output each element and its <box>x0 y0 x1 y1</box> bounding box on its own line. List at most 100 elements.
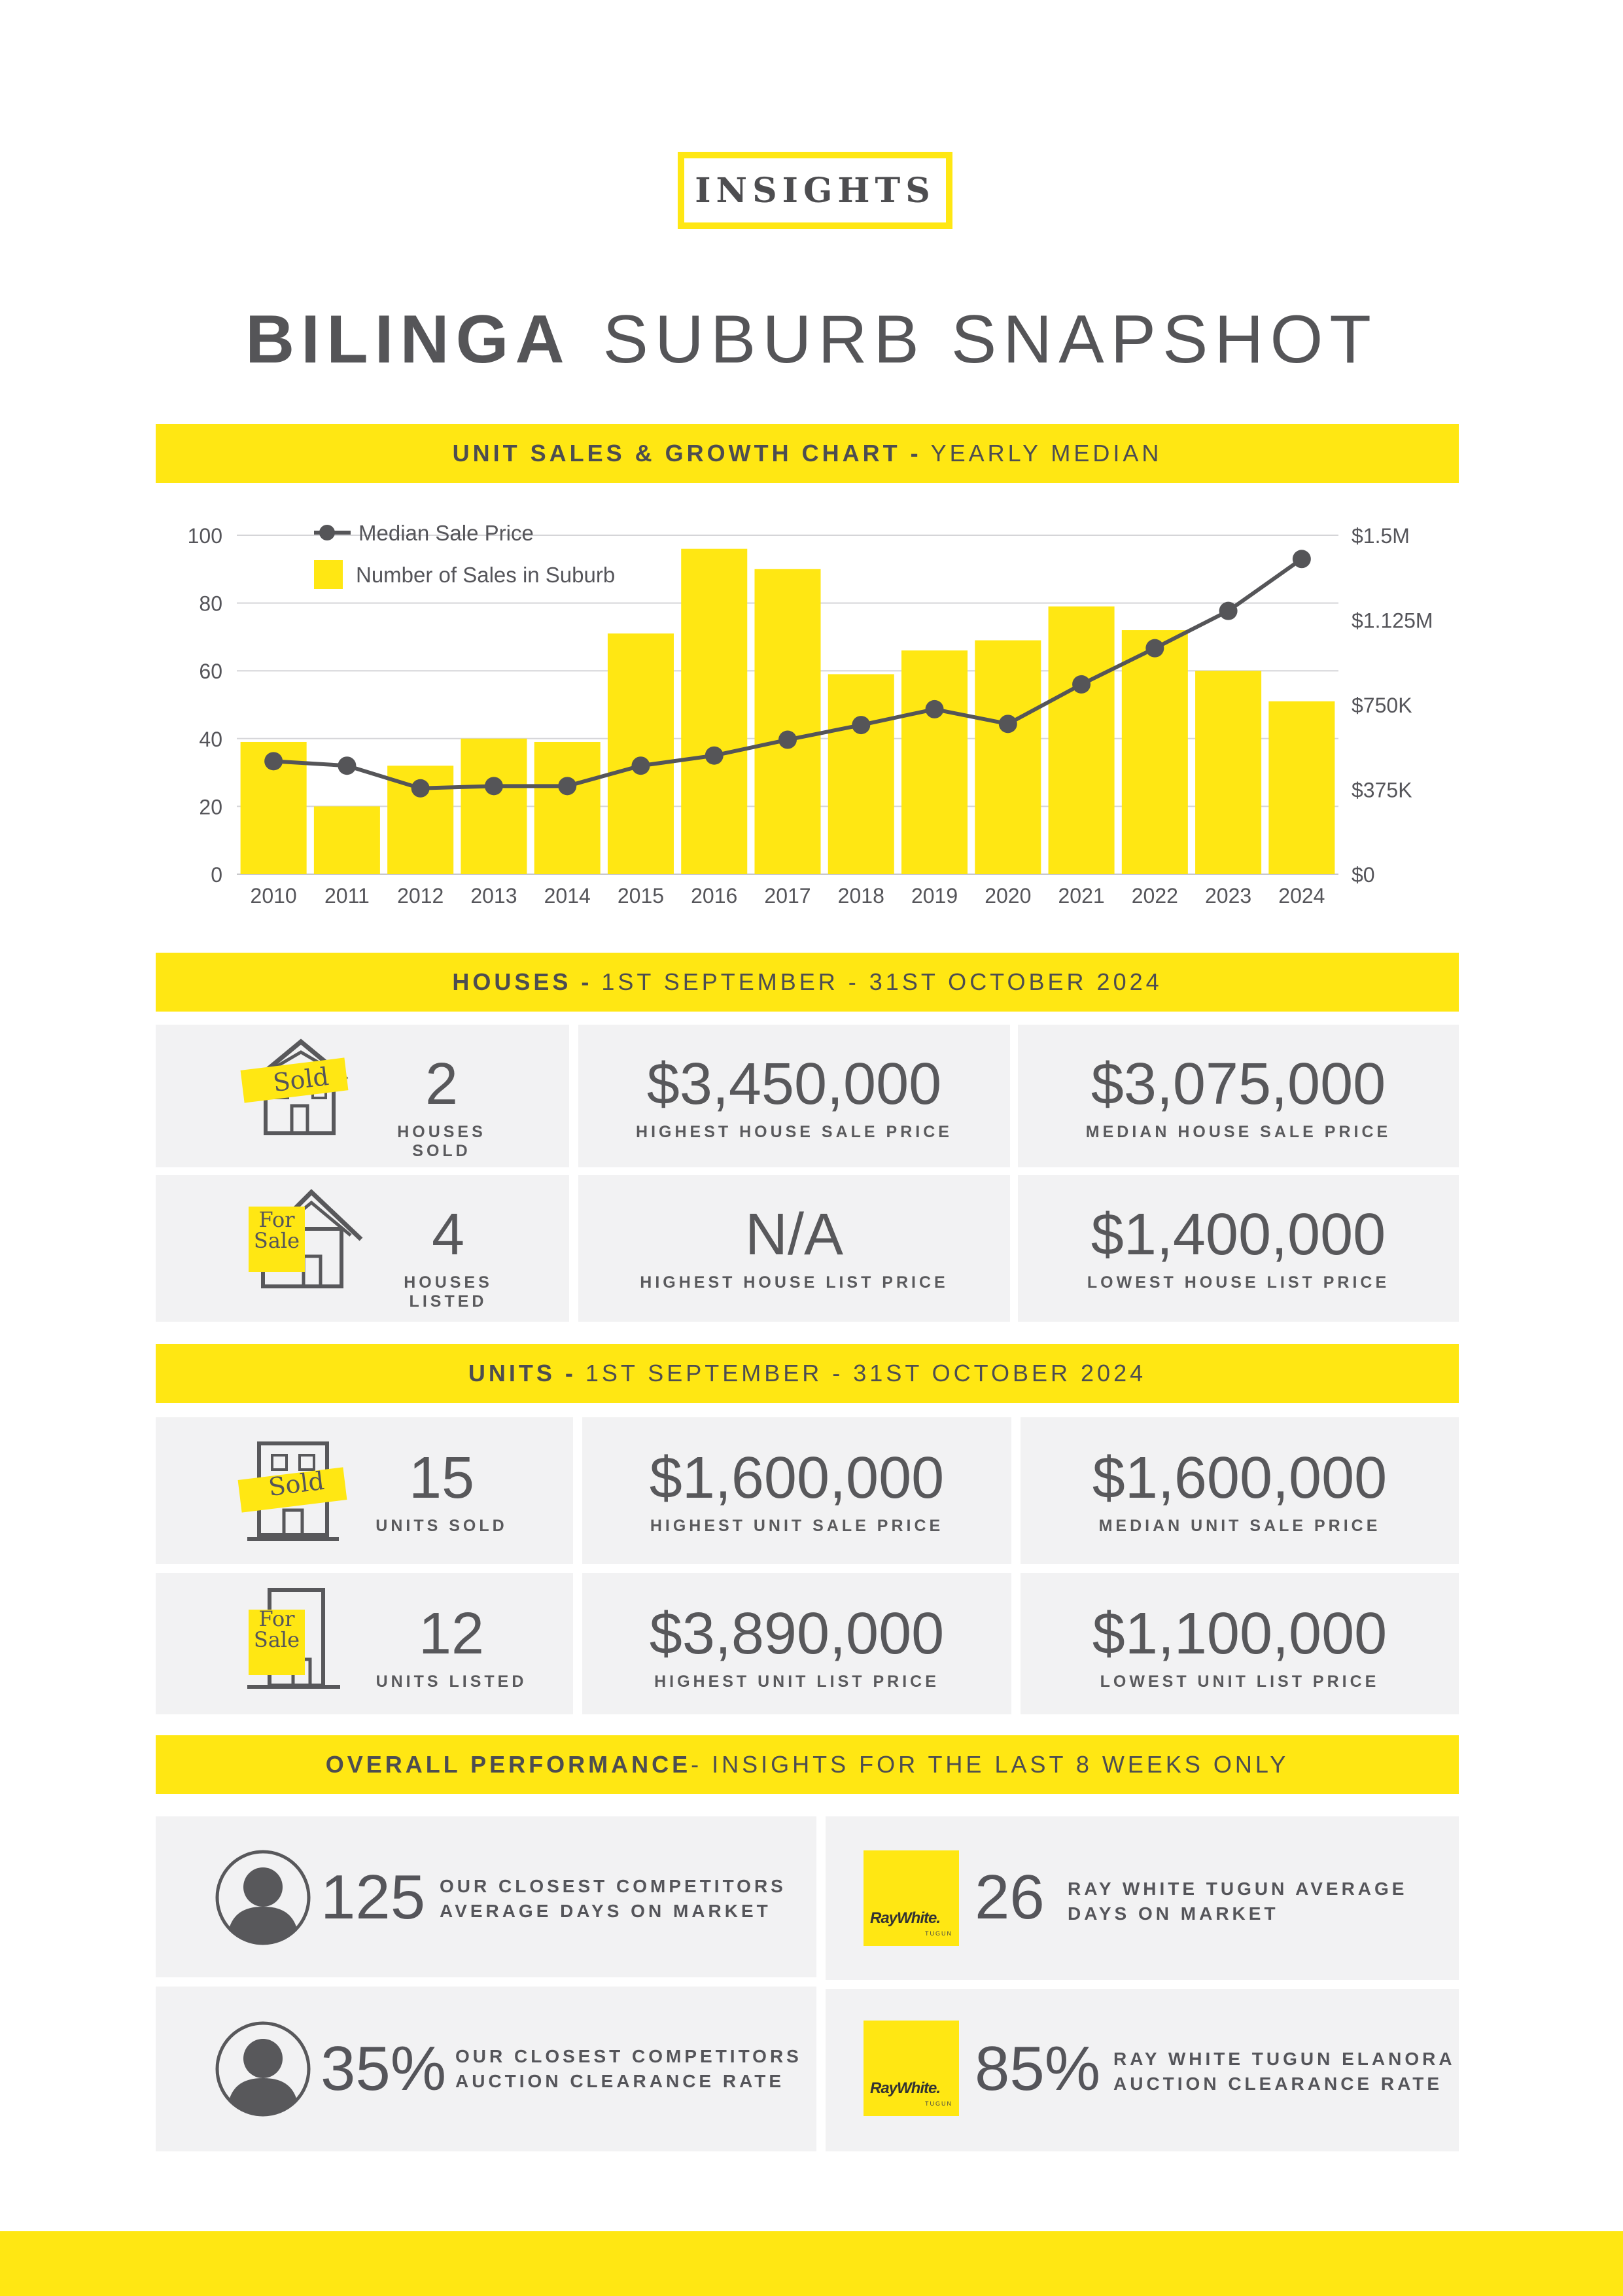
raywhite-logo-brand: RayWhite. <box>870 1909 941 1927</box>
unit-for-sale-sign-line2: Sale <box>253 1627 300 1652</box>
houses-listed-stat: 4 HOUSES LISTED <box>366 1205 530 1311</box>
house-for-sale-sign-line2: Sale <box>253 1228 300 1253</box>
houses-sold-label: HOUSES SOLD <box>397 1123 486 1160</box>
bar <box>1048 606 1115 874</box>
houses-highest-sale-panel <box>578 1025 1010 1167</box>
x-tick-label: 2018 <box>838 884 884 908</box>
median-price-point <box>264 752 283 771</box>
houses-sold-count: 2 <box>425 1051 459 1117</box>
competitor-days-label-line1: OUR CLOSEST COMPETITORS <box>440 1876 786 1896</box>
unit-sales-chart: 0 20 40 60 80 100 $0 $375K $750K $1.125M $1.5M 2010… <box>188 521 1433 908</box>
houses-listed-label: HOUSES LISTED <box>404 1273 493 1311</box>
raywhite-logo-2: RayWhite. TUGUN <box>864 2021 959 2116</box>
house-for-sale-sign: For Sale <box>249 1209 305 1251</box>
raywhite-days-value: 26 <box>975 1862 1045 1932</box>
units-sold-panel <box>156 1417 573 1564</box>
units-median-sale-panel <box>1021 1417 1459 1564</box>
units-highest-sale-label: HIGHEST UNIT SALE PRICE <box>650 1517 944 1535</box>
unit-for-sale-sign: For Sale <box>249 1608 305 1650</box>
median-price-point <box>778 730 797 749</box>
units-listed-count: 12 <box>418 1601 485 1667</box>
houses-highest-list-value: N/A <box>744 1202 844 1267</box>
y-tick-label: 60 <box>199 660 222 683</box>
raywhite-rate-value: 85% <box>975 2034 1101 2104</box>
y-tick-label: 20 <box>199 795 222 819</box>
units-listed-panel <box>156 1573 573 1714</box>
x-tick-label: 2023 <box>1205 884 1251 908</box>
y-tick-label: 80 <box>199 592 222 616</box>
x-tick-label: 2015 <box>618 884 664 908</box>
insights-badge-label: INSIGHTS <box>695 170 935 211</box>
x-tick-label: 2012 <box>397 884 444 908</box>
units-highest-sale-stat: $1,600,000 HIGHEST UNIT SALE PRICE <box>582 1449 1011 1536</box>
legend-bar-label: Number of Sales in Suburb <box>356 563 615 587</box>
bar <box>1268 701 1335 874</box>
units-highest-list-value: $3,890,000 <box>649 1601 945 1667</box>
x-tick-label: 2019 <box>911 884 958 908</box>
bar <box>1121 630 1188 874</box>
median-price-point <box>631 756 650 775</box>
units-highest-list-label: HIGHEST UNIT LIST PRICE <box>654 1672 939 1691</box>
units-listed-stat: 12 UNITS LISTED <box>373 1604 530 1691</box>
y2-tick-label: $0 <box>1352 863 1375 887</box>
median-price-point <box>925 699 944 718</box>
bar <box>754 569 821 874</box>
bar <box>828 674 894 874</box>
y2-tick-label: $1.5M <box>1352 524 1410 548</box>
units-section-title-bold: UNITS - <box>468 1360 576 1386</box>
median-price-point <box>338 756 357 775</box>
median-price-point <box>1145 639 1164 658</box>
house-for-sale-icon <box>249 1189 363 1288</box>
insights-badge: INSIGHTS <box>678 152 952 229</box>
x-tick-label: 2016 <box>691 884 737 908</box>
median-price-point <box>411 779 430 798</box>
x-tick-label: 2010 <box>251 884 297 908</box>
competitor-rate-label-line2: AUCTION CLEARANCE RATE <box>455 2070 785 2091</box>
median-price-point <box>852 716 871 735</box>
median-price-point <box>484 777 503 796</box>
raywhite-days-label: RAY WHITE TUGUN AVERAGE DAYS ON MARKET <box>1068 1877 1407 1926</box>
performance-section-title-light: - INSIGHTS FOR THE LAST 8 WEEKS ONLY <box>691 1751 1289 1778</box>
houses-highest-sale-value: $3,450,000 <box>646 1051 942 1117</box>
competitor-rate-label: OUR CLOSEST COMPETITORS AUCTION CLEARANC… <box>455 2044 802 2094</box>
median-price-point <box>705 746 724 765</box>
houses-section-title-bold: HOUSES - <box>452 968 593 995</box>
units-sold-count: 15 <box>408 1445 475 1511</box>
units-median-sale-label: MEDIAN UNIT SALE PRICE <box>1098 1517 1381 1535</box>
bar <box>607 633 674 874</box>
x-tick-label: 2014 <box>544 884 591 908</box>
raywhite-logo-sub: TUGUN <box>925 1930 952 1937</box>
units-highest-list-stat: $3,890,000 HIGHEST UNIT LIST PRICE <box>582 1604 1011 1691</box>
house-for-sale-sign-line1: For <box>258 1207 295 1232</box>
y2-tick-label: $750K <box>1352 694 1412 717</box>
houses-highest-list-stat: N/A HIGHEST HOUSE LIST PRICE <box>578 1205 1010 1292</box>
houses-listed-panel <box>156 1175 569 1322</box>
raywhite-rate-label-line2: AUCTION CLEARANCE RATE <box>1113 2073 1443 2094</box>
houses-median-sale-value: $3,075,000 <box>1091 1051 1386 1117</box>
median-price-point <box>1292 550 1311 569</box>
units-lowest-list-value: $1,100,000 <box>1092 1601 1387 1667</box>
houses-listed-count: 4 <box>431 1202 465 1267</box>
median-price-point <box>998 715 1017 733</box>
bar <box>975 640 1041 874</box>
x-tick-label: 2021 <box>1058 884 1104 908</box>
units-lowest-list-panel <box>1021 1573 1459 1714</box>
raywhite-logo: RayWhite. TUGUN <box>864 1850 959 1946</box>
units-sold-stat: 15 UNITS SOLD <box>366 1449 517 1536</box>
raywhite-days-label-line1: RAY WHITE TUGUN AVERAGE <box>1068 1879 1408 1899</box>
bar <box>461 738 527 874</box>
bar <box>534 741 601 874</box>
raywhite-rate-label: RAY WHITE TUGUN ELANORA AUCTION CLEARANC… <box>1113 2047 1456 2096</box>
house-sold-icon <box>240 1038 349 1135</box>
footer-bar <box>0 2231 1623 2296</box>
units-highest-list-panel <box>582 1573 1011 1714</box>
median-price-point <box>1072 675 1091 694</box>
x-tick-label: 2017 <box>764 884 811 908</box>
performance-section-header: OVERALL PERFORMANCE - INSIGHTS FOR THE L… <box>156 1735 1459 1794</box>
competitor-rate-label-line1: OUR CLOSEST COMPETITORS <box>455 2046 802 2066</box>
performance-section-title-bold: OVERALL PERFORMANCE <box>325 1751 691 1778</box>
y2-tick-label: $375K <box>1352 779 1412 802</box>
units-median-sale-value: $1,600,000 <box>1092 1445 1387 1511</box>
legend-bar-swatch <box>314 560 343 589</box>
houses-sold-stat: 2 HOUSES SOLD <box>366 1055 517 1161</box>
